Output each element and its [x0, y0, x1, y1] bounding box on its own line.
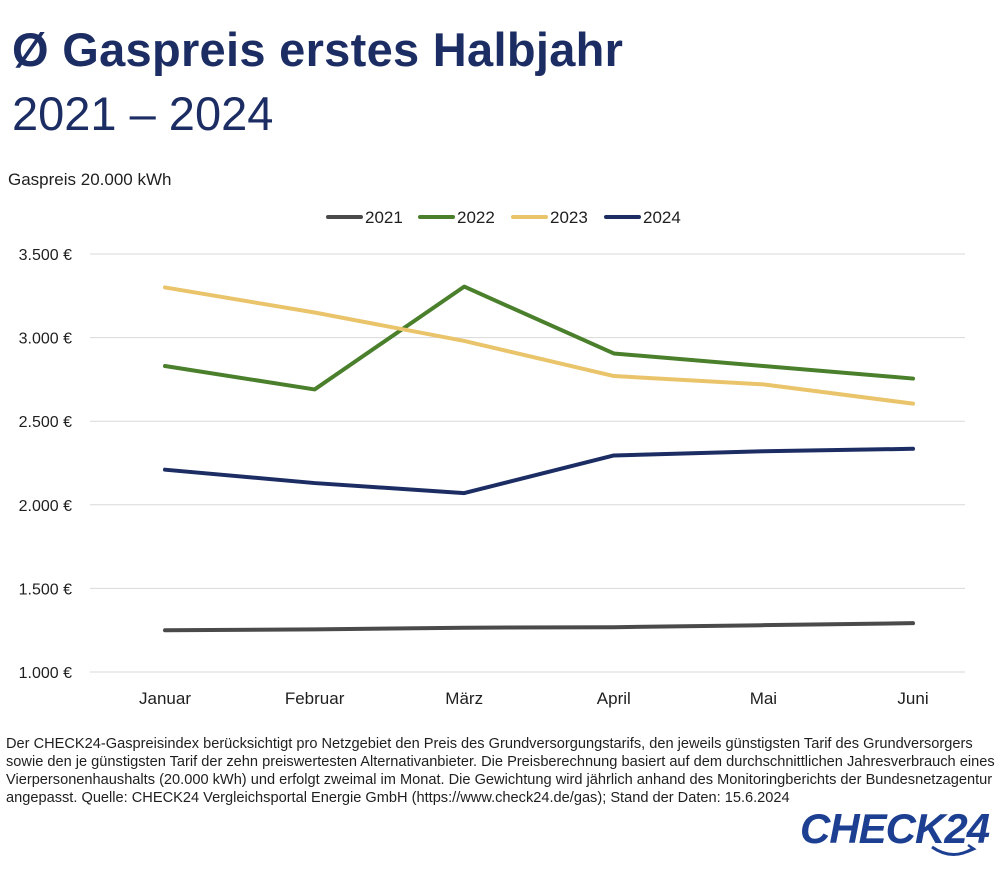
y-tick-label: 2.500 €: [19, 414, 72, 431]
legend-label: 2022: [457, 208, 495, 227]
chart-subtitle: 2021 – 2024: [12, 87, 274, 140]
check24-logo: CHECK24: [800, 805, 990, 865]
y-tick-label: 2.000 €: [19, 498, 72, 515]
x-tick-label: Juni: [897, 689, 928, 708]
x-tick-label: Januar: [139, 689, 191, 708]
y-tick-label: 3.000 €: [19, 331, 72, 348]
footnote-text: Der CHECK24-Gaspreisindex berücksichtigt…: [6, 736, 995, 806]
series-line-2023: [163, 285, 915, 406]
legend-label: 2023: [550, 208, 588, 227]
legend: 2021 2022 2023 2024: [326, 208, 681, 227]
y-tick-label: 1.000 €: [19, 665, 72, 682]
x-tick-label: Februar: [285, 689, 345, 708]
chart-title: Ø Gaspreis erstes Halbjahr: [12, 23, 624, 76]
y-tick-label: 3.500 €: [19, 247, 72, 264]
x-tick-label: Mai: [750, 689, 777, 708]
y-axis-unit-label: Gaspreis 20.000 kWh: [8, 170, 172, 189]
logo-text: CHECK24: [800, 805, 990, 852]
gridlines: [90, 253, 965, 673]
x-tick-label: April: [597, 689, 631, 708]
y-axis-ticks: 1.000 € 1.500 € 2.000 € 2.500 € 3.000 € 3.500…: [19, 247, 72, 682]
footnote-source: Quelle: CHECK24 Vergleichsportal Energie…: [81, 790, 790, 806]
series-line-2024: [163, 446, 915, 496]
series-line-2022: [163, 284, 915, 392]
y-tick-label: 1.500 €: [19, 581, 72, 598]
series-lines: [163, 284, 915, 633]
x-tick-label: März: [445, 689, 483, 708]
footnote: Der CHECK24-Gaspreisindex berücksichtigt…: [6, 735, 996, 807]
legend-label: 2024: [643, 208, 681, 227]
line-chart: 2021 2022 2023 2024 1.000 € 1.500 € 2.000 € 2.…: [19, 208, 965, 708]
logo-swoosh-icon: [931, 843, 977, 856]
legend-label: 2021: [365, 208, 403, 227]
series-line-2021: [163, 621, 915, 633]
x-axis-ticks: Januar Februar März April Mai Juni: [139, 689, 929, 708]
